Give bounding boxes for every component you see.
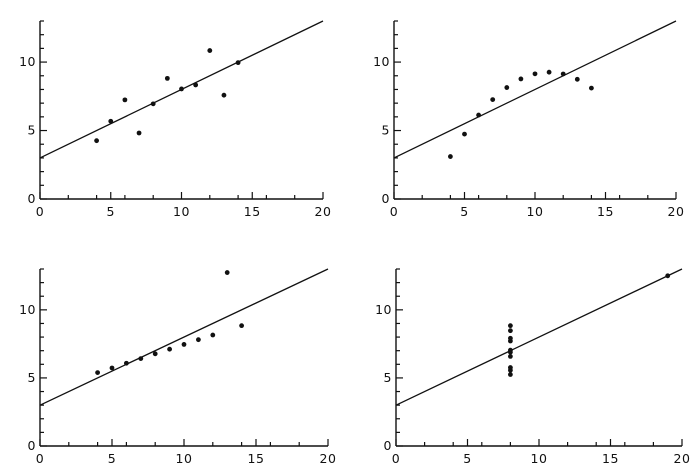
data-point — [665, 273, 671, 279]
x-tick-label: 5 — [107, 204, 115, 219]
y-tick-label: 10 — [373, 54, 390, 69]
y-tick-label: 10 — [19, 302, 36, 317]
data-point — [152, 351, 158, 357]
data-point — [210, 332, 216, 338]
x-tick-label: 5 — [463, 451, 471, 466]
x-tick-label: 5 — [460, 204, 468, 219]
data-point — [109, 365, 115, 371]
data-point — [518, 76, 524, 82]
x-tick-label: 20 — [674, 451, 691, 466]
x-tick-label: 0 — [36, 451, 44, 466]
data-point — [504, 85, 510, 90]
data-point — [167, 346, 173, 352]
y-tick-label: 5 — [28, 370, 36, 385]
y-tick-label: 5 — [28, 123, 36, 138]
data-point — [235, 60, 241, 66]
scatter-panel-1: 0 5 10 15 20 0 5 10 — [19, 20, 332, 219]
data-point — [508, 372, 513, 377]
data-point — [239, 323, 245, 329]
x-tick-label: 20 — [320, 451, 337, 466]
scatter-panel-2: 0 5 10 15 20 0 5 10 — [373, 20, 685, 219]
data-point — [95, 370, 100, 376]
data-point — [532, 71, 538, 77]
data-point — [207, 48, 213, 53]
x-tick-label: 15 — [244, 204, 261, 219]
x-tick-label: 20 — [315, 204, 332, 219]
data-point — [179, 86, 184, 92]
regression-line — [39, 268, 329, 406]
data-point — [448, 154, 453, 159]
x-tick-label: 15 — [602, 451, 619, 466]
y-tick-label: 5 — [382, 123, 390, 138]
x-tick-label: 5 — [108, 451, 116, 466]
data-point — [193, 82, 199, 88]
y-tick-label: 10 — [375, 302, 392, 317]
x-tick-label: 20 — [668, 204, 685, 219]
data-point — [490, 97, 496, 102]
data-point — [574, 76, 580, 82]
y-tick-label: 5 — [384, 370, 392, 385]
y-tick-label: 0 — [28, 438, 36, 453]
x-tick-label: 15 — [248, 451, 265, 466]
data-point — [108, 118, 114, 124]
data-point — [124, 360, 129, 366]
x-tick-label: 10 — [173, 204, 190, 219]
data-point — [196, 337, 201, 343]
data-point — [150, 101, 156, 107]
data-point — [462, 131, 467, 137]
data-point — [164, 75, 170, 81]
data-point — [508, 354, 513, 359]
x-tick-label: 0 — [36, 204, 44, 219]
x-tick-label: 10 — [176, 451, 193, 466]
regression-line — [395, 268, 683, 406]
data-point — [508, 323, 513, 329]
data-point — [508, 349, 513, 355]
data-point — [221, 92, 227, 98]
data-point — [560, 71, 566, 77]
data-point — [122, 97, 128, 103]
y-tick-label: 10 — [19, 54, 36, 69]
x-tick-label: 15 — [597, 204, 614, 219]
data-point — [136, 130, 142, 136]
y-tick-label: 0 — [384, 438, 392, 453]
data-point — [546, 69, 552, 75]
data-point — [589, 85, 594, 91]
y-tick-label: 0 — [382, 191, 390, 206]
data-point — [224, 270, 230, 275]
data-point — [508, 335, 513, 341]
scatter-panel-3: 0 5 10 15 20 0 5 10 — [19, 268, 337, 466]
data-point — [508, 328, 513, 334]
data-point — [476, 112, 481, 118]
regression-line — [393, 20, 677, 159]
x-tick-label: 0 — [390, 204, 398, 219]
data-point — [94, 138, 99, 144]
data-point — [508, 367, 513, 373]
x-tick-label: 10 — [531, 451, 548, 466]
data-point — [138, 356, 144, 361]
scatter-panel-4: 0 5 10 15 20 0 5 10 — [375, 268, 691, 466]
y-tick-label: 0 — [28, 191, 36, 206]
x-tick-label: 10 — [527, 204, 544, 219]
x-tick-label: 0 — [392, 451, 400, 466]
data-point — [181, 342, 187, 347]
